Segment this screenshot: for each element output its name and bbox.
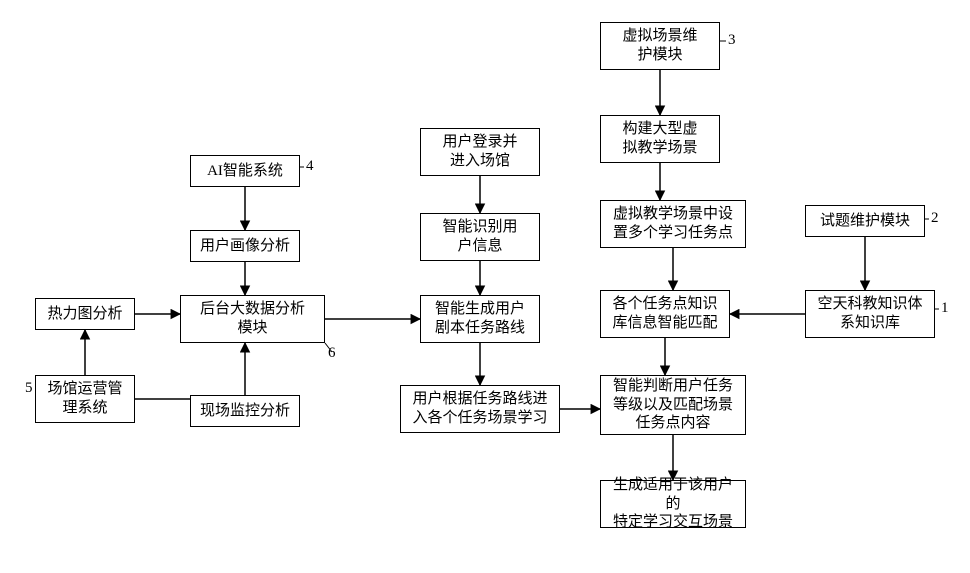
flowchart-node-nU1: 用户登录并 进入场馆: [420, 128, 540, 176]
node-text: 场馆运营管 理系统: [47, 380, 122, 418]
flowchart-node-nD: 智能判断用户任务 等级以及匹配场景 任务点内容: [600, 375, 746, 435]
ref-label-l3: 3: [728, 32, 736, 49]
flowchart-node-n1: 空天科教知识体 系知识库: [805, 290, 935, 338]
flowchart-node-nMON: 现场监控分析: [190, 395, 300, 427]
node-text: 用户画像分析: [200, 237, 290, 256]
flowchart-node-nIMG: 用户画像分析: [190, 230, 300, 262]
flowchart-node-nU3: 智能生成用户 剧本任务路线: [420, 295, 540, 343]
flowchart-node-nHEAT: 热力图分析: [35, 298, 135, 330]
edges-layer: [0, 0, 970, 573]
flowchart-node-n3: 虚拟场景维 护模块: [600, 22, 720, 70]
node-text: 后台大数据分析 模块: [200, 300, 305, 338]
node-text: 虚拟场景维 护模块: [622, 27, 697, 65]
node-text: 热力图分析: [47, 305, 122, 324]
node-text: 各个任务点知识 库信息智能匹配: [612, 295, 717, 333]
flowchart-node-n5: 场馆运营管 理系统: [35, 375, 135, 423]
ref-label-l2: 2: [931, 210, 939, 227]
node-text: 构建大型虚 拟教学场景: [622, 120, 697, 158]
node-text: 用户根据任务路线进 入各个任务场景学习: [412, 390, 547, 428]
ref-label-l1: 1: [941, 300, 949, 317]
flowchart-node-nU4: 用户根据任务路线进 入各个任务场景学习: [400, 385, 560, 433]
node-text: 空天科教知识体 系知识库: [817, 295, 922, 333]
flowchart-node-nC: 各个任务点知识 库信息智能匹配: [600, 290, 730, 338]
flowchart-canvas: 虚拟场景维 护模块构建大型虚 拟教学场景虚拟教学场景中设 置多个学习任务点各个任…: [0, 0, 970, 573]
node-text: 智能识别用 户信息: [442, 218, 517, 256]
flowchart-node-nB: 虚拟教学场景中设 置多个学习任务点: [600, 200, 746, 248]
ref-label-l6: 6: [328, 345, 336, 362]
node-text: 智能生成用户 剧本任务路线: [435, 300, 525, 338]
flowchart-node-n4: AI智能系统: [190, 155, 300, 187]
node-text: 生成适用于该用户的 特定学习交互场景: [607, 476, 739, 532]
node-text: 用户登录并 进入场馆: [442, 133, 517, 171]
node-text: 试题维护模块: [820, 212, 910, 231]
node-text: 智能判断用户任务 等级以及匹配场景 任务点内容: [613, 377, 733, 433]
flowchart-node-nE: 生成适用于该用户的 特定学习交互场景: [600, 480, 746, 528]
ref-label-l4: 4: [306, 158, 314, 175]
flowchart-node-nA: 构建大型虚 拟教学场景: [600, 115, 720, 163]
flowchart-node-n6: 后台大数据分析 模块: [180, 295, 325, 343]
node-text: AI智能系统: [207, 162, 283, 181]
flowchart-node-n2: 试题维护模块: [805, 205, 925, 237]
flowchart-node-nU2: 智能识别用 户信息: [420, 213, 540, 261]
node-text: 虚拟教学场景中设 置多个学习任务点: [613, 205, 733, 243]
ref-label-l5: 5: [25, 380, 33, 397]
node-text: 现场监控分析: [200, 402, 290, 421]
